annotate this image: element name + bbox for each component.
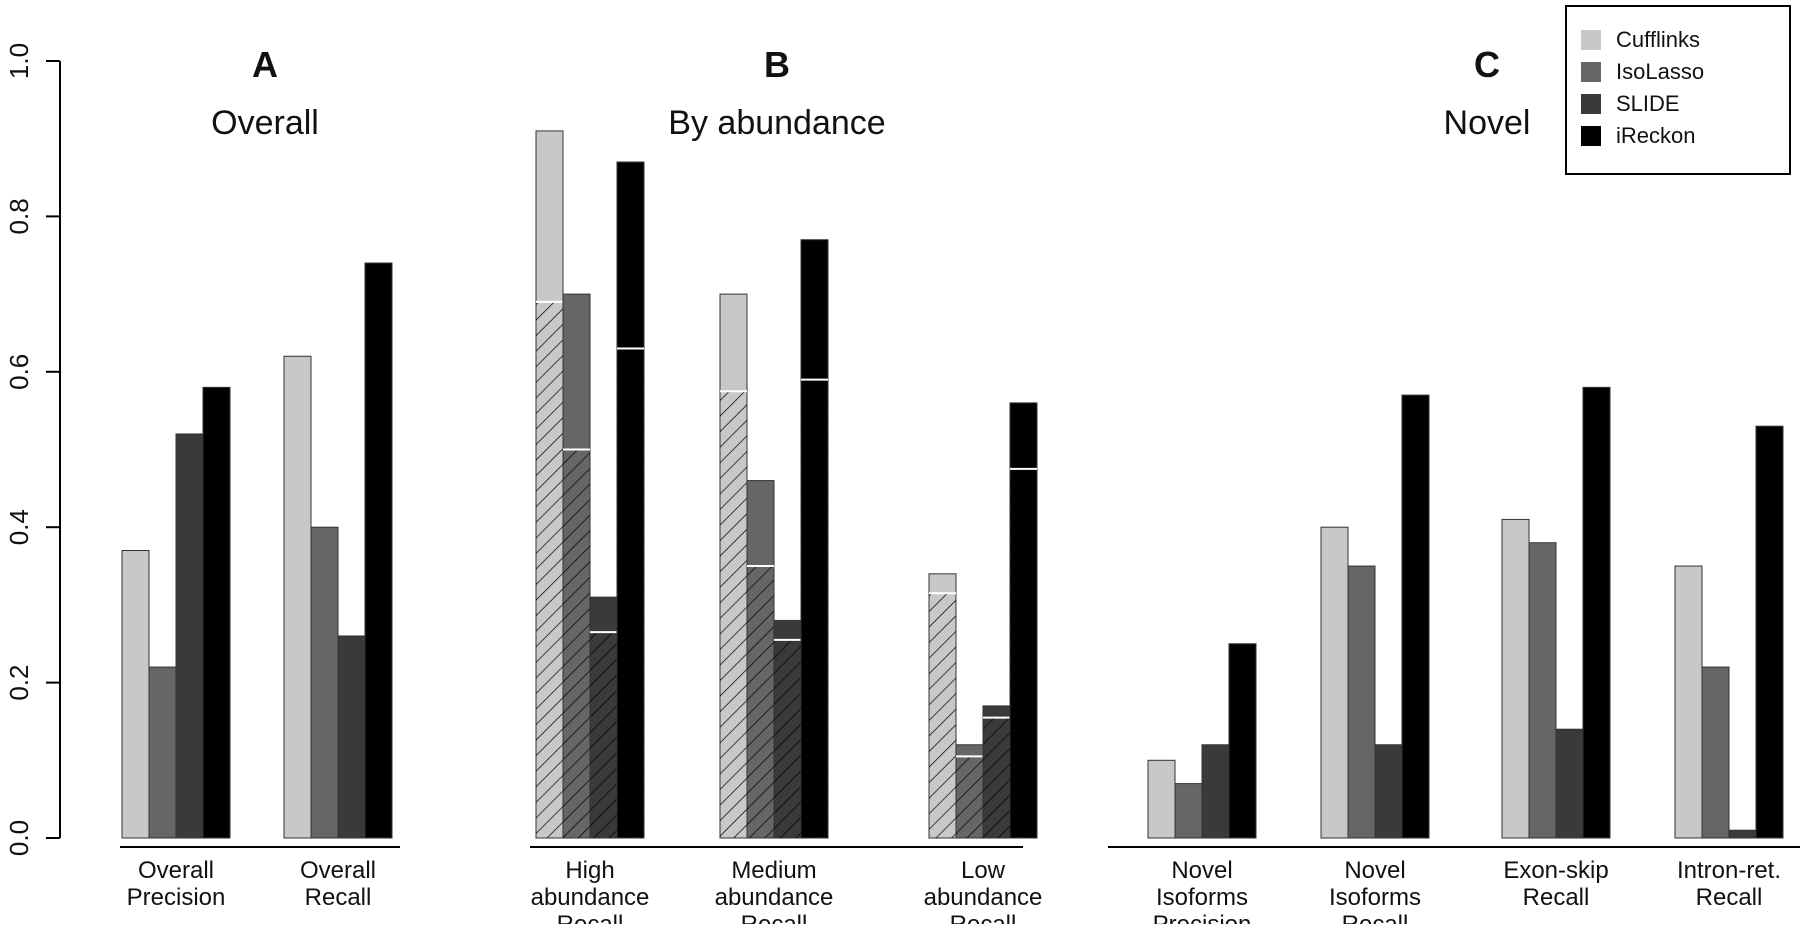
category-label: High — [565, 857, 614, 884]
bar-cufflinks — [1501, 518, 1530, 839]
panel-letter: B — [764, 44, 790, 85]
category-label: Recall — [741, 911, 808, 924]
bar-group: LowabundanceRecall — [924, 402, 1043, 929]
bar-slide — [337, 635, 366, 839]
category-label: abundance — [924, 884, 1043, 911]
legend: Cufflinks IsoLasso SLIDE iReckon — [1565, 5, 1791, 175]
bar-hatched-portion — [801, 379, 828, 838]
bar-isolasso — [310, 526, 339, 839]
panel-letter: C — [1474, 44, 1500, 85]
bar-hatched-portion — [536, 301, 563, 838]
bar-slide — [1201, 744, 1230, 839]
y-tick-label: 1.0 — [4, 43, 34, 79]
category-label: Isoforms — [1329, 884, 1421, 911]
category-label: Recall — [557, 911, 624, 924]
panel-title: Novel — [1444, 104, 1531, 142]
legend-box — [1565, 5, 1791, 175]
y-tick-label: 0.0 — [4, 820, 34, 856]
y-tick-label: 0.2 — [4, 665, 34, 701]
bar-group: Intron-ret.Recall — [1674, 425, 1784, 911]
panels: AOverallOverallPrecisionOverallRecallBBy… — [120, 44, 1800, 929]
category-label: Low — [961, 857, 1006, 884]
legend-swatch — [1581, 94, 1601, 114]
y-tick-label: 0.6 — [4, 354, 34, 390]
y-tick-label: 0.4 — [4, 509, 34, 545]
bar-hatched-portion — [747, 566, 774, 838]
bar-cufflinks — [1320, 526, 1349, 839]
bar-cufflinks — [1674, 565, 1703, 839]
category-label: Intron-ret. — [1677, 857, 1781, 884]
bar-slide — [1555, 728, 1584, 839]
bar-slide — [1374, 744, 1403, 839]
panel-b: BBy abundanceHighabundanceRecallMediumab… — [530, 44, 1043, 929]
category-label: Recall — [1523, 884, 1590, 911]
category-label: Recall — [1696, 884, 1763, 911]
bar-hatched-portion — [774, 639, 801, 838]
bar-group: HighabundanceRecall — [531, 130, 650, 929]
bar-hatched-portion — [1010, 468, 1037, 838]
bar-cufflinks — [283, 355, 312, 839]
bar-hatched-portion — [956, 756, 983, 838]
bar-cufflinks — [1147, 759, 1176, 839]
panel-c: CNovelNovelIsoformsPrecisionNovelIsoform… — [1108, 44, 1800, 929]
bar-hatched-portion — [983, 717, 1010, 838]
legend-label: iReckon — [1616, 123, 1695, 148]
category-label: Precision — [127, 884, 226, 911]
category-label: Recall — [305, 884, 372, 911]
category-label: abundance — [715, 884, 834, 911]
bar-isolasso — [1174, 783, 1203, 839]
bar-ireckon — [1228, 643, 1257, 839]
bar-isolasso — [1528, 542, 1557, 839]
bar-hatched-portion — [929, 593, 956, 838]
legend-swatch — [1581, 62, 1601, 82]
bar-group: MediumabundanceRecall — [715, 239, 834, 929]
bar-ireckon — [364, 262, 393, 839]
y-tick-label: 0.8 — [4, 198, 34, 234]
category-label: Medium — [731, 857, 816, 884]
bar-group: NovelIsoformsRecall — [1320, 394, 1430, 929]
category-label: Recall — [950, 911, 1017, 924]
category-label: Recall — [1342, 911, 1409, 924]
legend-swatch — [1581, 30, 1601, 50]
bar-ireckon — [1755, 425, 1784, 839]
bar-hatched-portion — [720, 391, 747, 838]
bar-ireckon — [202, 386, 231, 839]
bar-hatched-portion — [590, 632, 617, 838]
bar-isolasso — [1347, 565, 1376, 839]
bar-isolasso — [148, 666, 177, 839]
category-label: Overall — [138, 857, 214, 884]
bar-hatched-portion — [617, 348, 644, 838]
category-label: Isoforms — [1156, 884, 1248, 911]
bar-group: NovelIsoformsPrecision — [1147, 643, 1257, 929]
bar-slide — [175, 433, 204, 839]
category-label: Novel — [1171, 857, 1232, 884]
category-label: abundance — [531, 884, 650, 911]
category-label: Precision — [1153, 911, 1252, 924]
bar-slide — [1728, 829, 1757, 839]
panel-title: Overall — [211, 104, 319, 142]
bar-hatched-portion — [563, 449, 590, 838]
category-label: Overall — [300, 857, 376, 884]
category-label: Novel — [1344, 857, 1405, 884]
y-axis: 0.0 0.2 0.4 0.6 0.8 1.0 — [4, 43, 61, 856]
panel-letter: A — [252, 44, 278, 85]
bar-ireckon — [1582, 386, 1611, 839]
legend-label: Cufflinks — [1616, 27, 1700, 52]
legend-label: SLIDE — [1616, 91, 1680, 116]
bar-isolasso — [1701, 666, 1730, 839]
bar-cufflinks — [121, 550, 150, 839]
panel-title: By abundance — [668, 104, 885, 142]
category-label: Exon-skip — [1503, 857, 1608, 884]
bar-ireckon — [1401, 394, 1430, 839]
legend-label: IsoLasso — [1616, 59, 1704, 84]
legend-swatch — [1581, 126, 1601, 146]
